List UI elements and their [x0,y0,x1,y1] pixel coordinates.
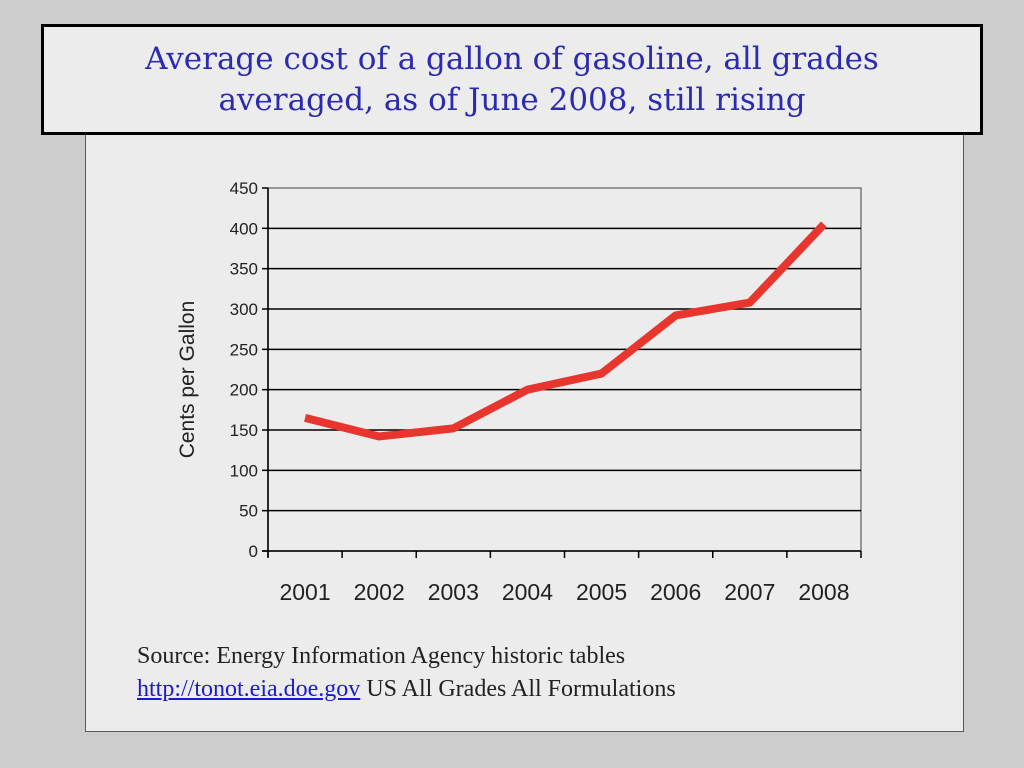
plot-frame [267,187,862,552]
y-tick-label: 0 [249,542,258,561]
source-link[interactable]: http://tonot.eia.doe.gov [137,676,361,702]
x-tick-label: 2004 [502,579,553,605]
y-tick-label: 100 [230,461,258,480]
source-line-2: http://tonot.eia.doe.gov US All Grades A… [137,673,676,706]
y-tick-label: 400 [230,219,258,238]
x-tick-label: 2002 [354,579,405,605]
source-line-1: Source: Energy Information Agency histor… [137,643,626,669]
y-tick-label: 50 [239,502,258,521]
x-tick-label: 2001 [279,579,330,605]
y-tick-label: 300 [230,300,258,319]
title-line-1: Average cost of a gallon of gasoline, al… [145,40,879,77]
x-tick-label: 2007 [724,579,775,605]
y-tick-label: 350 [230,260,258,279]
chart-panel [85,118,964,732]
series-line [304,221,827,441]
y-tick-label: 200 [230,381,258,400]
title-line-2: averaged, as of June 2008, still rising [218,81,806,118]
y-tick-label: 250 [230,340,258,359]
y-axis-label: Cents per Gallon [176,301,199,459]
source-note: Source: Energy Information Agency histor… [137,640,676,706]
x-tick-label: 2008 [798,579,849,605]
y-tick-label: 450 [230,179,258,198]
slide-title: Average cost of a gallon of gasoline, al… [41,24,983,135]
y-tick-label: 150 [230,421,258,440]
x-tick-label: 2003 [428,579,479,605]
x-tick-label: 2005 [576,579,627,605]
source-line-2-rest: US All Grades All Formulations [360,676,676,702]
x-tick-label: 2006 [650,579,701,605]
